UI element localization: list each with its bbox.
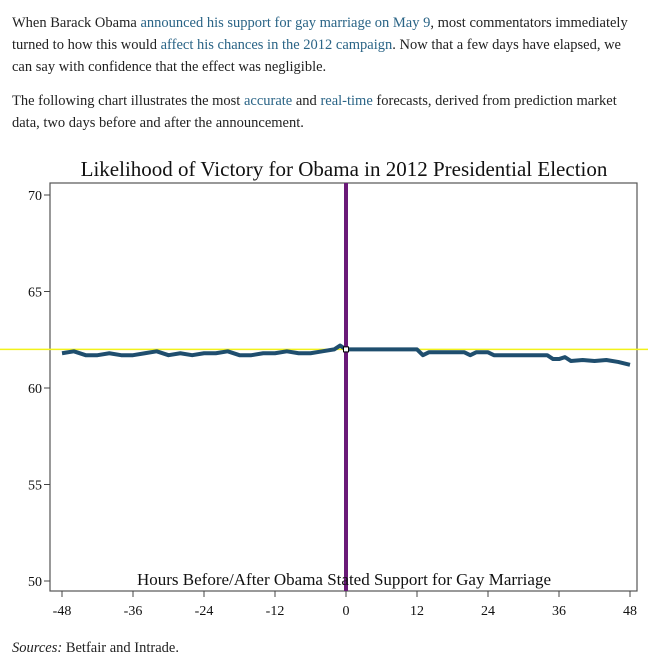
x-tick-label: -36 [124,604,143,619]
x-axis: -48 -36 -24 -12 0 12 24 36 48 [53,591,637,619]
x-tick-label: 0 [343,604,350,619]
sources-note: Sources: Betfair and Intrade. [12,637,642,659]
text: When Barack Obama [12,15,141,31]
y-tick-label: 60 [28,382,42,397]
link-real-time[interactable]: real-time [320,93,373,109]
x-tick-label: 36 [552,604,566,619]
x-tick-label: 12 [410,604,424,619]
chart-title: Likelihood of Victory for Obama in 2012 … [81,157,608,181]
x-tick-label: -48 [53,604,72,619]
chart: Likelihood of Victory for Obama in 2012 … [0,157,648,619]
text: The following chart illustrates the most [12,93,244,109]
x-tick-label: 48 [623,604,637,619]
x-tick-label: 24 [481,604,495,619]
y-tick-label: 55 [28,479,42,494]
x-tick-label: -24 [195,604,214,619]
text: , most commentators immediately turned t… [12,15,628,53]
event-point-marker [343,346,349,353]
x-tick-label: -12 [266,604,285,619]
y-tick-label: 65 [28,286,42,301]
text: and [292,93,321,109]
text: . Now that a few days have elapsed, we c… [12,37,621,75]
intro-paragraph-2: The following chart illustrates the most… [12,90,642,134]
y-axis: 50 55 60 65 70 [28,189,50,590]
plot-frame [49,182,638,592]
y-tick-label: 70 [28,189,42,204]
sources-label: Sources: [12,640,63,656]
y-tick-label: 50 [28,575,42,590]
link-accurate[interactable]: accurate [243,93,293,109]
text: forecasts, derived from prediction marke… [12,93,617,131]
series-line [61,343,631,367]
link-announcement[interactable]: announced his support for gay marriage o… [140,15,431,31]
x-axis-label: Hours Before/After Obama Stated Support … [137,570,551,589]
link-campaign-effect[interactable]: affect his chances in the 2012 campaign [160,37,393,53]
sources-text: Betfair and Intrade. [62,640,179,656]
intro-paragraph-1: When Barack Obama announced his support … [12,12,642,78]
